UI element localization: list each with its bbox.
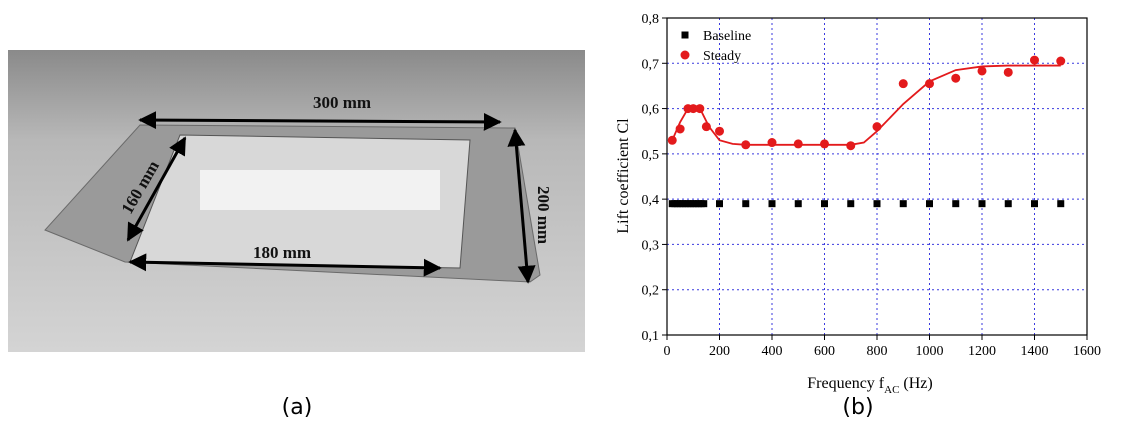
x-label-unit: (Hz) <box>903 375 932 392</box>
data-point <box>872 122 882 132</box>
data-point <box>695 104 705 114</box>
reflection <box>200 170 440 210</box>
data-point <box>793 139 803 149</box>
data-point <box>977 66 987 76</box>
data-point <box>1003 67 1013 77</box>
data-point <box>951 73 961 83</box>
data-point <box>1030 55 1039 65</box>
data-point <box>716 200 723 208</box>
y-tick-label: 0,5 <box>642 148 660 163</box>
data-point <box>898 79 908 89</box>
legend-marker <box>680 50 690 60</box>
x-tick-label: 600 <box>814 344 835 359</box>
data-point <box>821 200 828 208</box>
data-point <box>768 200 776 208</box>
data-point <box>952 200 960 208</box>
data-point <box>1056 56 1066 66</box>
dimension-label: 300 mm <box>313 93 371 112</box>
dimension-label: 180 mm <box>253 243 311 262</box>
data-point <box>925 79 934 89</box>
data-point <box>847 200 855 208</box>
x-tick-label: 1200 <box>968 344 996 359</box>
dimension-arrow <box>126 136 187 242</box>
x-axis-label: Frequency fAC (Hz) <box>807 375 932 396</box>
x-tick-label: 200 <box>709 344 730 359</box>
y-tick-label: 0,3 <box>642 238 660 253</box>
data-point <box>926 200 933 208</box>
y-tick-label: 0,7 <box>642 57 660 72</box>
data-point <box>899 200 907 208</box>
data-point <box>675 124 685 134</box>
data-point <box>742 200 750 208</box>
data-point <box>1031 200 1038 208</box>
photo: 300 mm 160 mm 200 mm 180 mm <box>8 50 585 352</box>
x-tick-label: 1400 <box>1021 344 1049 359</box>
legend-marker <box>681 31 689 39</box>
y-tick-label: 0,2 <box>642 284 660 299</box>
x-label-subscript: AC <box>884 384 899 396</box>
dimension-arrow <box>138 111 502 131</box>
data-point <box>820 139 829 149</box>
data-point <box>667 135 677 145</box>
y-tick-label: 0,6 <box>642 103 660 118</box>
x-tick-label: 0 <box>664 344 671 359</box>
x-label-text: Frequency f <box>807 375 885 392</box>
data-point <box>700 200 708 208</box>
y-tick-label: 0,8 <box>642 12 660 27</box>
data-point <box>794 200 802 208</box>
y-tick-label: 0,1 <box>642 329 660 344</box>
data-point <box>688 104 698 114</box>
y-tick-label: 0,4 <box>642 193 660 208</box>
legend-label: Baseline <box>703 29 751 44</box>
plot-frame <box>666 17 1088 336</box>
data-point <box>701 122 711 132</box>
data-point <box>741 140 751 150</box>
caption: (a) <box>282 395 313 420</box>
plot-area <box>667 18 1087 335</box>
data-point <box>846 141 856 151</box>
x-tick-label: 800 <box>867 344 888 359</box>
y-axis-label: Lift coefficient Cl <box>615 118 632 234</box>
x-tick-label: 400 <box>762 344 783 359</box>
data-point <box>873 200 881 208</box>
dimension-label: 200 mm <box>534 186 553 244</box>
caption: (b) <box>842 395 873 420</box>
dimension-arrow <box>128 253 442 277</box>
legend-label: Steady <box>703 49 741 64</box>
data-point <box>715 126 724 136</box>
data-point <box>1057 200 1065 208</box>
data-point <box>978 200 986 208</box>
x-tick-label: 1000 <box>916 344 944 359</box>
data-point <box>1004 200 1012 208</box>
x-tick-label: 1600 <box>1073 344 1101 359</box>
data-point <box>767 138 777 148</box>
dimension-arrow <box>507 128 536 284</box>
